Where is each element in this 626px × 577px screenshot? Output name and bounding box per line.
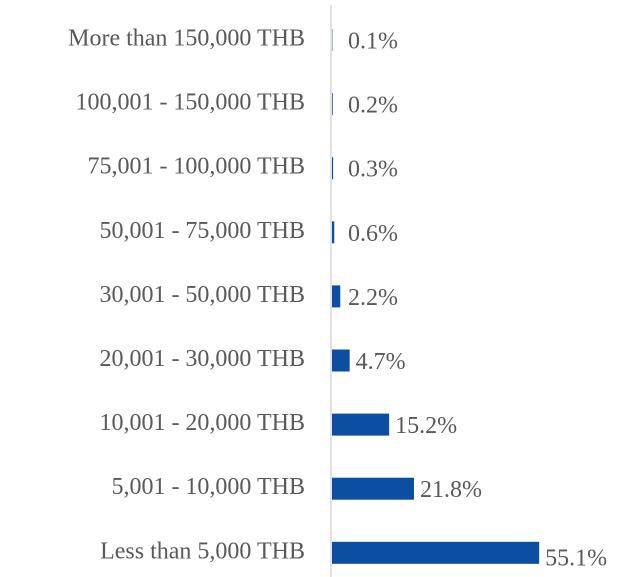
bar xyxy=(332,541,540,564)
value-label: 15.2% xyxy=(395,413,457,439)
value-label: 4.7% xyxy=(356,349,406,375)
category-label: 75,001 - 100,000 THB xyxy=(87,154,305,180)
category-label: More than 150,000 THB xyxy=(68,26,305,52)
bar xyxy=(332,477,414,500)
value-label: 0.3% xyxy=(348,157,398,183)
value-label: 21.8% xyxy=(420,477,482,503)
bar xyxy=(332,157,334,180)
value-label: 0.1% xyxy=(348,29,398,55)
value-label: 0.6% xyxy=(348,221,398,247)
category-label: Less than 5,000 THB xyxy=(100,538,305,564)
value-label: 55.1% xyxy=(545,545,607,571)
bar xyxy=(332,349,350,372)
bar xyxy=(332,285,341,308)
category-label: 30,001 - 50,000 THB xyxy=(99,282,305,308)
value-label: 0.2% xyxy=(348,93,398,119)
bar xyxy=(332,221,335,244)
value-label: 2.2% xyxy=(348,285,398,311)
category-label: 100,001 - 150,000 THB xyxy=(75,90,305,116)
category-label: 10,001 - 20,000 THB xyxy=(99,410,305,436)
category-label: 50,001 - 75,000 THB xyxy=(99,218,305,244)
category-label: 5,001 - 10,000 THB xyxy=(111,474,305,500)
bar xyxy=(332,413,390,436)
bar xyxy=(332,93,333,116)
category-label: 20,001 - 30,000 THB xyxy=(99,346,305,372)
